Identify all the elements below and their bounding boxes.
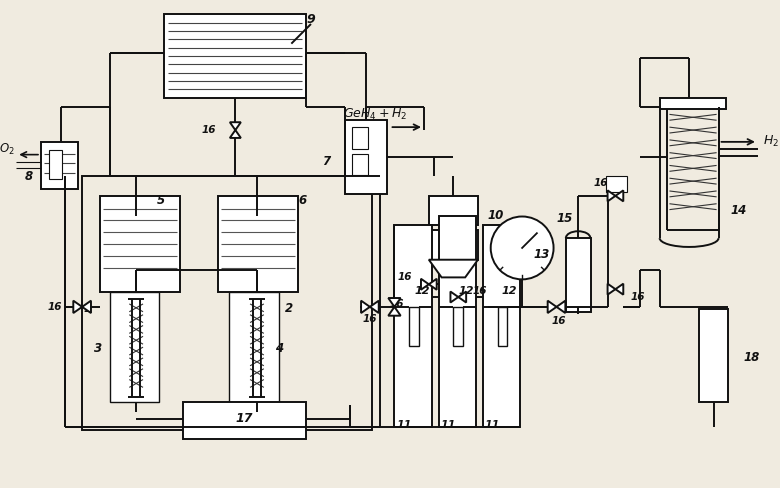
Polygon shape — [388, 298, 401, 307]
Bar — [353, 127, 368, 149]
Text: 16: 16 — [594, 178, 608, 188]
Bar — [410, 307, 419, 346]
Text: 2: 2 — [285, 303, 292, 315]
Text: 6: 6 — [298, 194, 307, 207]
Bar — [164, 14, 306, 98]
Polygon shape — [361, 301, 370, 313]
Polygon shape — [615, 190, 623, 202]
Polygon shape — [548, 301, 556, 313]
Polygon shape — [82, 301, 91, 313]
Bar — [453, 307, 463, 346]
Text: 16: 16 — [201, 125, 216, 135]
Text: 14: 14 — [730, 204, 746, 217]
Text: 16: 16 — [362, 314, 377, 324]
Text: 8: 8 — [25, 170, 34, 183]
Text: 16: 16 — [630, 292, 645, 302]
Text: 13: 13 — [534, 248, 550, 261]
Text: 12: 12 — [414, 286, 430, 296]
Bar — [429, 196, 478, 225]
Text: 18: 18 — [743, 351, 760, 365]
Bar — [82, 176, 372, 429]
Text: 1: 1 — [83, 303, 92, 315]
Polygon shape — [615, 284, 623, 295]
Polygon shape — [230, 130, 241, 138]
Text: 12: 12 — [502, 286, 517, 296]
Bar — [346, 120, 387, 194]
Polygon shape — [370, 301, 379, 313]
Text: 9: 9 — [307, 13, 315, 25]
Text: $H_2$: $H_2$ — [763, 134, 778, 149]
Polygon shape — [388, 307, 401, 316]
Bar — [438, 216, 476, 427]
Text: 15: 15 — [556, 212, 573, 225]
Text: 17: 17 — [236, 412, 253, 426]
Bar — [110, 292, 159, 402]
Polygon shape — [429, 260, 478, 277]
Text: 16: 16 — [389, 299, 404, 309]
Polygon shape — [230, 122, 241, 130]
Text: 3: 3 — [94, 342, 101, 355]
Text: 16: 16 — [473, 286, 488, 296]
Polygon shape — [429, 279, 437, 290]
Text: 11: 11 — [396, 420, 412, 430]
Polygon shape — [608, 284, 615, 295]
Text: 4: 4 — [275, 342, 283, 355]
Bar — [48, 150, 62, 179]
Polygon shape — [450, 291, 459, 303]
Polygon shape — [556, 301, 566, 313]
Text: 10: 10 — [488, 209, 504, 222]
Text: $O_2$: $O_2$ — [0, 142, 14, 157]
Bar — [353, 154, 368, 175]
Bar — [183, 402, 306, 440]
Polygon shape — [608, 190, 615, 202]
Bar — [566, 238, 591, 312]
Bar — [229, 292, 278, 402]
Text: 12: 12 — [459, 286, 474, 296]
Text: 11: 11 — [485, 420, 501, 430]
Bar — [660, 98, 726, 109]
Text: 11: 11 — [441, 420, 456, 430]
Text: $GeH_4 + H_2$: $GeH_4 + H_2$ — [343, 107, 407, 122]
Polygon shape — [421, 279, 429, 290]
Bar — [218, 196, 298, 292]
Text: 7: 7 — [322, 155, 331, 168]
Bar — [395, 225, 432, 427]
Text: 16: 16 — [48, 302, 62, 312]
Polygon shape — [73, 301, 82, 313]
Bar — [41, 142, 78, 189]
Bar — [100, 196, 180, 292]
Polygon shape — [459, 291, 466, 303]
Text: 16: 16 — [551, 316, 565, 325]
Text: 5: 5 — [157, 194, 165, 207]
Bar — [605, 176, 627, 192]
Bar — [429, 230, 478, 260]
Text: 16: 16 — [398, 272, 412, 283]
Bar — [483, 225, 520, 427]
Circle shape — [491, 217, 554, 279]
Bar — [498, 307, 508, 346]
Bar — [699, 309, 729, 402]
